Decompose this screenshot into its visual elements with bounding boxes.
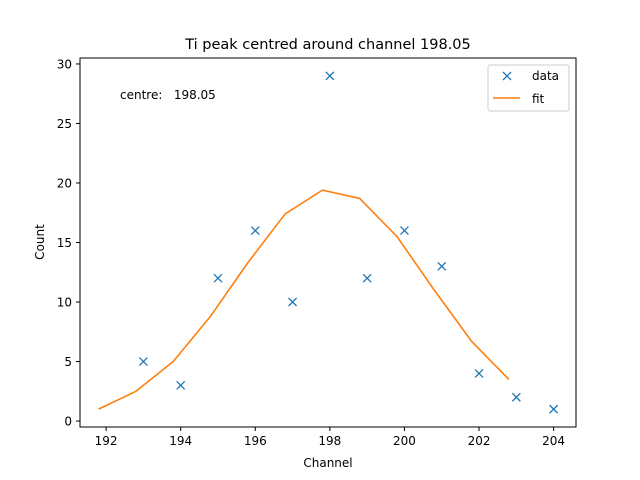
x-tick-label: 196 [244,434,267,448]
legend-data-cross [502,71,512,81]
y-tick-label: 10 [57,296,72,310]
data-point [549,404,559,414]
data-point [138,357,148,366]
data-point [437,261,447,271]
x-tick-label: 202 [468,434,491,448]
legend-label-fit: fit [532,92,545,106]
data-point [213,273,223,283]
data-point [399,226,409,236]
chart-title: Ti peak centred around channel 198.05 [184,37,471,53]
x-tick-label: 200 [393,434,416,448]
centre-annotation: centre: 198.05 [120,88,216,102]
y-axis-label: Count [33,224,47,260]
x-axis-label: Channel [303,456,352,470]
x-tick-label: 194 [169,434,192,448]
x-axis: 192 194 196 198 200 202 204 [95,427,565,448]
y-tick-label: 5 [64,355,72,369]
data-point [474,368,484,378]
data-point [325,71,335,81]
y-axis: 0 5 10 15 20 25 30 [57,57,80,429]
data-point [511,392,521,402]
legend-label-data: data [532,69,559,83]
fit-line [98,189,510,410]
y-tick-label: 30 [57,57,72,71]
y-tick-label: 25 [57,117,72,131]
x-tick-label: 198 [318,434,341,448]
y-tick-label: 20 [57,176,72,190]
plot-content [98,71,559,414]
legend: data fit [487,64,570,112]
x-tick-label: 192 [95,434,118,448]
data-point [176,380,186,390]
y-tick-label: 15 [57,236,72,250]
data-point [288,297,298,307]
data-point [362,273,372,283]
legend-data-marker [502,71,512,81]
x-tick-label: 204 [542,434,565,448]
data-point [250,226,260,236]
y-tick-label: 0 [64,415,72,429]
